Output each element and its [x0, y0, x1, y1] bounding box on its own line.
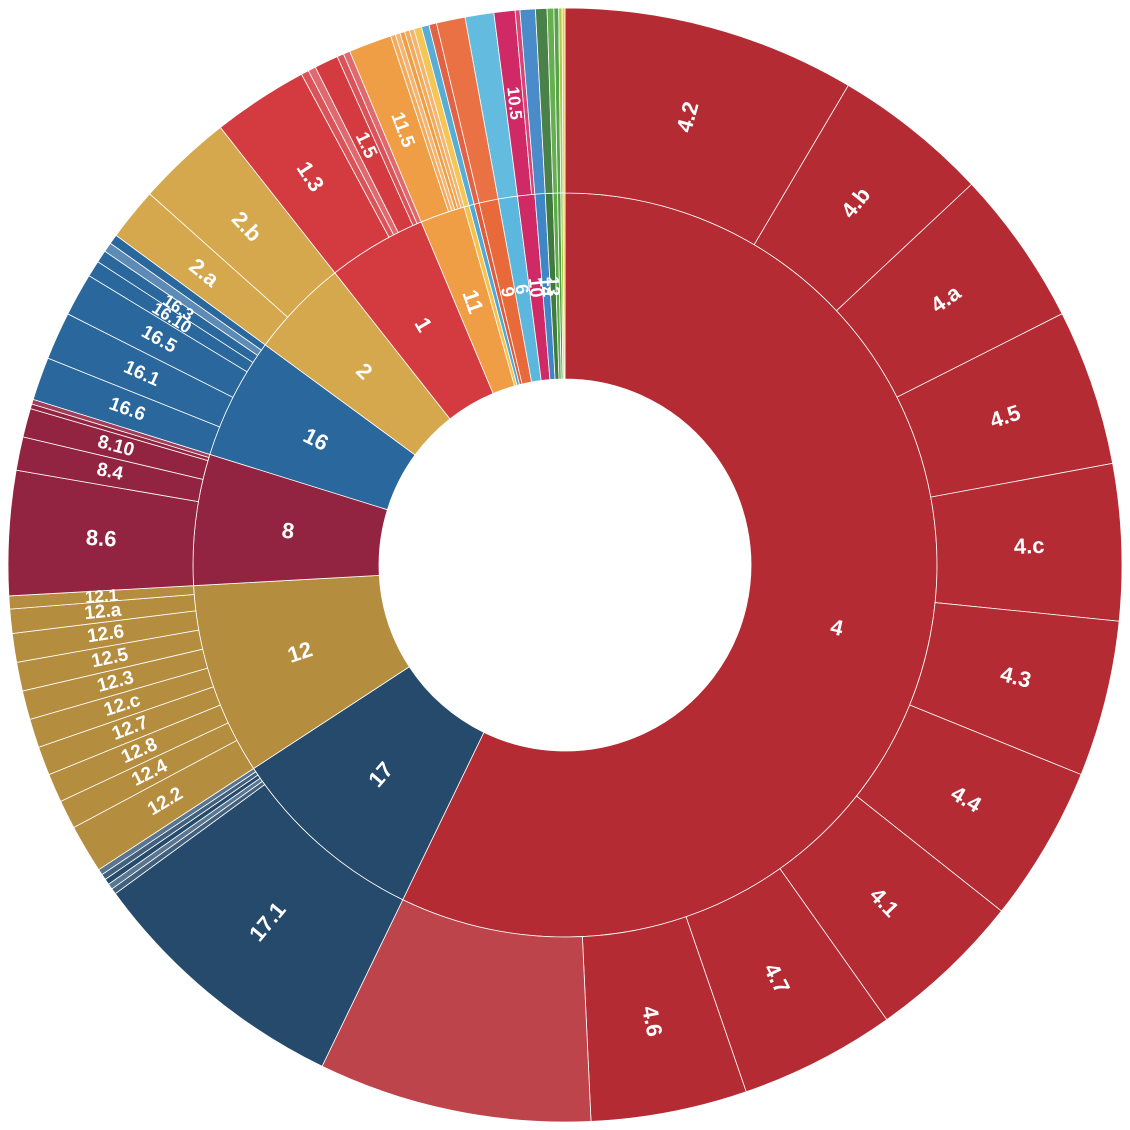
inner-segment-10-label: 10: [525, 277, 547, 299]
inner-segment-8-label: 8: [280, 518, 295, 544]
outer-segment-10-10-5-label: 10.5: [503, 86, 525, 121]
inner-segment-6b-label: 6: [511, 283, 532, 296]
outer-segment-4-4-c-label: 4.c: [1013, 533, 1045, 559]
inner-segment-14-label: 14: [536, 276, 557, 297]
outer-segment-4-4-6-label: 4.6: [637, 1004, 667, 1039]
outer-segment-12-12-1-label: 12.1: [84, 586, 118, 607]
inner-segment-13-label: 13: [543, 276, 564, 297]
outer-ring: [7, 7, 1123, 1123]
inner-ring: [192, 192, 938, 938]
outer-segment-8-8-6-label: 8.6: [85, 525, 117, 552]
inner-segment-9-label: 9: [497, 285, 519, 299]
outer-segment-x2-unlabeled[interactable]: [561, 7, 566, 194]
outer-segment-12-12-a-label: 12.a: [83, 600, 122, 625]
